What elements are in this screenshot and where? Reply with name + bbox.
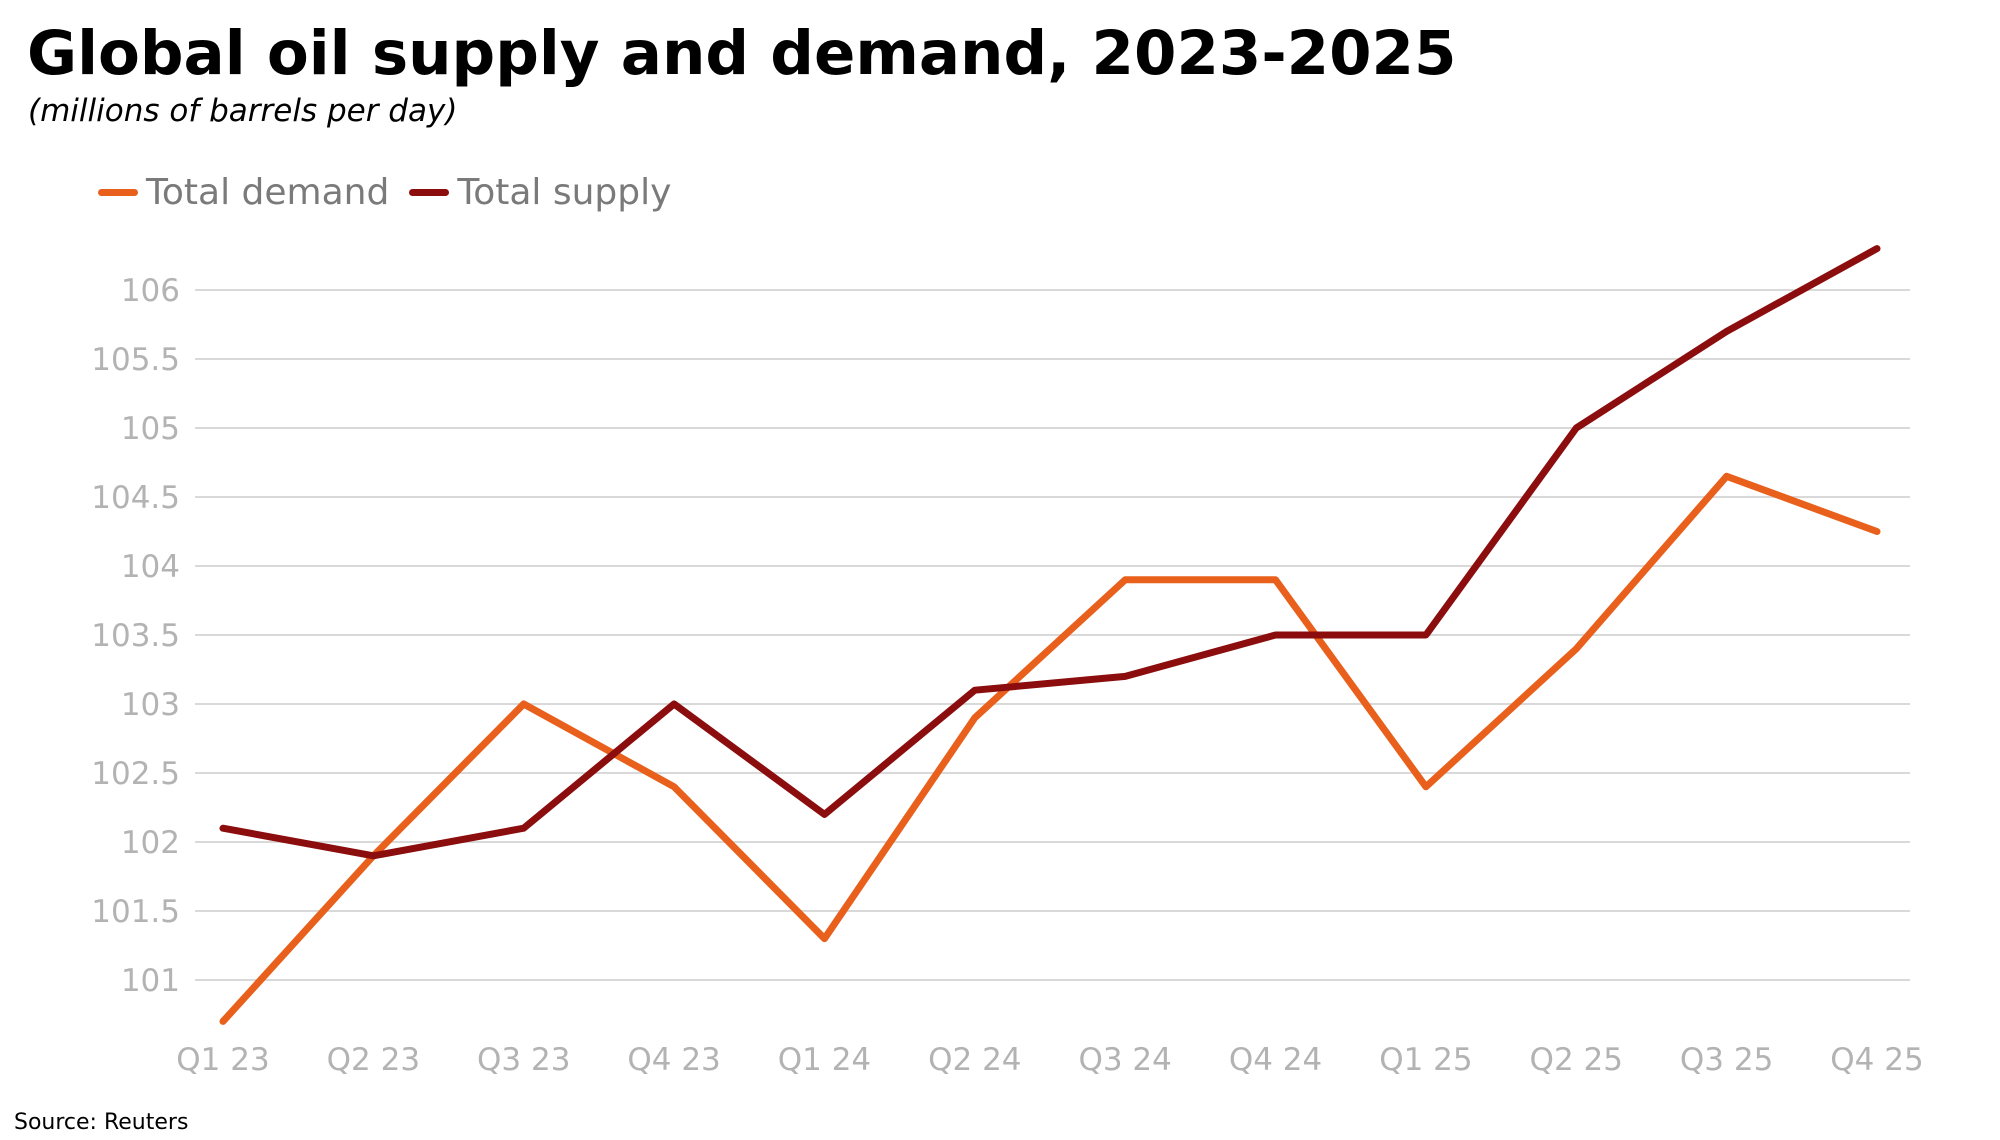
y-tick-label: 104.5 [91, 480, 180, 516]
y-tick-label: 103.5 [91, 618, 180, 654]
x-tick-label: Q4 23 [627, 1042, 720, 1078]
x-tick-label: Q2 23 [327, 1042, 420, 1078]
x-tick-label: Q3 23 [477, 1042, 570, 1078]
x-tick-label: Q1 23 [176, 1042, 269, 1078]
legend-swatch-demand [98, 188, 138, 196]
y-tick-label: 104 [121, 549, 180, 585]
y-tick-label: 105 [121, 411, 180, 447]
y-tick-label: 101.5 [91, 894, 180, 930]
x-tick-label: Q1 24 [778, 1042, 871, 1078]
legend-swatch-supply [409, 188, 450, 196]
x-tick-label: Q2 25 [1530, 1042, 1623, 1078]
y-tick-label: 106 [121, 273, 180, 309]
series-line-demand [219, 472, 1881, 1025]
source-note: Source: Reuters [14, 1110, 189, 1135]
y-tick-label: 103 [121, 687, 180, 723]
chart-subtitle: (millions of barrels per day) [28, 93, 458, 129]
chart-legend: Total demand Total supply [98, 168, 691, 216]
x-tick-label: Q4 24 [1229, 1042, 1322, 1078]
legend-label-supply: Total supply [457, 171, 672, 213]
x-tick-label: Q3 25 [1680, 1042, 1773, 1078]
y-tick-label: 102 [121, 825, 180, 861]
legend-label-demand: Total demand [146, 171, 390, 213]
x-tick-label: Q2 24 [928, 1042, 1021, 1078]
legend-item-demand: Total demand [98, 172, 389, 213]
series-line-supply [219, 245, 1881, 860]
legend-item-supply: Total supply [409, 172, 671, 213]
y-tick-label: 105.5 [91, 342, 180, 378]
chart-title: Global oil supply and demand, 2023-2025 [27, 18, 1457, 89]
x-tick-label: Q1 25 [1379, 1042, 1472, 1078]
x-tick-label: Q3 24 [1078, 1042, 1171, 1078]
x-tick-label: Q4 25 [1830, 1042, 1923, 1078]
y-tick-label: 102.5 [91, 756, 180, 792]
y-tick-label: 101 [121, 963, 180, 999]
